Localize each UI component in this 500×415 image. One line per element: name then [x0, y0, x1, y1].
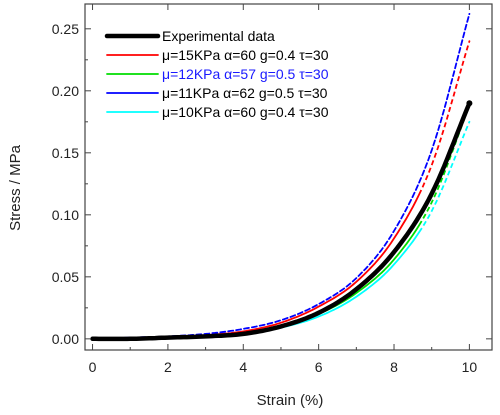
series-line-3 [91, 13, 471, 340]
plot-frame [84, 3, 493, 351]
x-tick-label-3: 6 [315, 359, 323, 375]
y-axis-label: Stress / MPa [7, 144, 24, 231]
series-line-0 [90, 100, 472, 342]
legend-entry-4: μ=10KPa α=60 g=0.4 τ=30 [162, 104, 329, 120]
legend-entry-3: μ=11KPa α=62 g=0.5 τ=30 [162, 85, 328, 101]
x-axis-label: Strain (%) [257, 392, 324, 409]
series-line-4 [91, 120, 471, 340]
plot-layer [90, 13, 473, 342]
series-dash-overlay-1 [418, 40, 471, 195]
experimental-end-marker [466, 100, 473, 107]
y-tick-label-1: 0.05 [52, 269, 79, 285]
x-tick-label-0: 0 [89, 359, 97, 375]
y-tick-label-2: 0.10 [52, 207, 79, 223]
axes-layer: 0 2 4 6 8 10 0.00 0.05 0.10 0.15 0.20 0.25 [52, 3, 493, 375]
legend-entry-2: μ=12KPa α=57 g=0.5 τ=30 [162, 66, 329, 82]
legend: Experimental data μ=15KPa α=60 g=0.4 τ=30… [104, 28, 329, 120]
y-tick-label-5: 0.25 [52, 21, 79, 37]
y-tick-label-4: 0.20 [52, 83, 79, 99]
series-dash-overlay-4 [418, 121, 471, 233]
legend-entry-1: μ=15KPa α=60 g=0.4 τ=30 [162, 47, 329, 63]
x-tick-label-2: 4 [239, 359, 247, 375]
y-tick-label-0: 0.00 [52, 331, 79, 347]
x-tick-label-4: 8 [390, 359, 398, 375]
x-tick-label-5: 10 [462, 359, 478, 375]
x-tick-label-1: 2 [164, 359, 172, 375]
y-tick-label-3: 0.15 [52, 145, 79, 161]
legend-entry-0: Experimental data [162, 28, 275, 44]
